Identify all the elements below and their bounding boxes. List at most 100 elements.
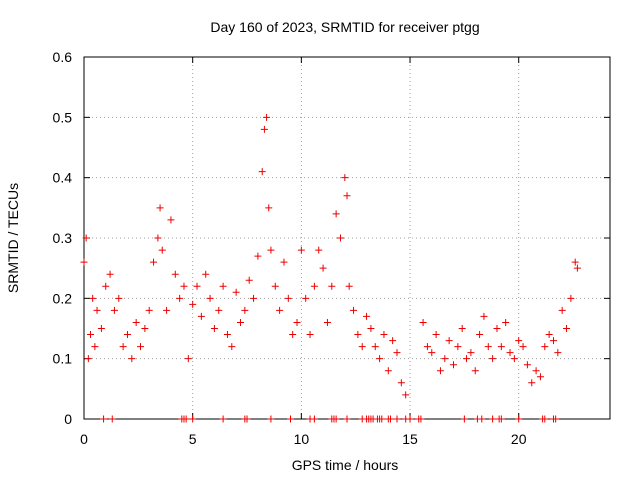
data-point (436, 367, 444, 375)
y-tick-label: 0.6 (53, 49, 73, 65)
y-tick-label: 0 (64, 411, 72, 427)
data-point (197, 312, 205, 320)
data-point (260, 125, 268, 133)
data-point (184, 355, 192, 363)
data-point (541, 343, 549, 351)
zero-data-point (460, 415, 468, 423)
data-point (89, 294, 97, 302)
data-point (97, 325, 105, 332)
data-point (315, 246, 323, 254)
data-point (371, 343, 379, 351)
data-point (345, 282, 353, 290)
zero-data-point (417, 415, 425, 423)
x-tick-label: 15 (402, 431, 418, 447)
y-tick-label: 0.4 (53, 170, 73, 186)
data-point (502, 318, 510, 326)
data-point (150, 258, 158, 266)
data-point (110, 306, 118, 314)
data-point (297, 246, 305, 254)
data-point (128, 355, 136, 363)
data-point (506, 349, 514, 357)
data-point (519, 343, 527, 351)
data-point (480, 312, 488, 320)
data-point (549, 337, 557, 345)
data-point (476, 331, 484, 339)
data-point (106, 270, 114, 278)
data-point (163, 306, 171, 314)
data-point (571, 258, 579, 266)
data-point (132, 318, 140, 326)
x-tick-label: 0 (80, 431, 88, 447)
data-point (193, 282, 201, 290)
data-point (241, 306, 249, 314)
data-point (289, 331, 297, 339)
data-point (463, 355, 471, 363)
grid (84, 57, 610, 419)
data-point (536, 373, 544, 381)
data-point (141, 325, 149, 332)
data-point (119, 343, 127, 351)
data-point (328, 282, 336, 290)
data-point (215, 306, 223, 314)
data-point (102, 282, 110, 290)
data-point (167, 216, 175, 224)
data-point (332, 210, 340, 218)
data-point (441, 355, 449, 363)
data-point (271, 282, 279, 290)
data-point (484, 343, 492, 351)
zero-data-point (393, 415, 401, 423)
y-tick-label: 0.5 (53, 109, 73, 125)
data-point (573, 264, 581, 272)
data-point (82, 234, 90, 242)
data-point (250, 294, 258, 302)
zero-data-point (310, 415, 318, 423)
data-point (154, 234, 162, 242)
y-tick-label: 0.3 (53, 230, 73, 246)
data-point (489, 355, 497, 363)
data-point (284, 294, 292, 302)
data-points (80, 113, 581, 423)
data-point (232, 288, 240, 296)
data-point (87, 331, 95, 339)
chart-title: Day 160 of 2023, SRMTID for receiver ptg… (210, 19, 479, 35)
data-point (445, 337, 453, 345)
data-point (497, 343, 505, 351)
data-point (245, 276, 253, 284)
data-point (532, 367, 540, 375)
data-point (223, 331, 231, 339)
data-point (156, 204, 164, 212)
x-tick-label: 5 (189, 431, 197, 447)
zero-data-point (552, 415, 560, 423)
zero-data-point (541, 415, 549, 423)
y-tick-label: 0.1 (53, 351, 73, 367)
data-point (393, 349, 401, 357)
data-point (450, 361, 458, 369)
data-point (236, 318, 244, 326)
data-point (80, 258, 88, 266)
data-point (384, 367, 392, 375)
data-point (380, 331, 388, 339)
data-point (363, 312, 371, 320)
zero-data-point (515, 415, 523, 423)
zero-data-point (182, 415, 190, 423)
data-point (265, 204, 273, 212)
data-point (137, 343, 145, 351)
data-point (306, 331, 314, 339)
data-point (84, 355, 92, 363)
zero-data-point (378, 415, 386, 423)
data-point (158, 246, 166, 254)
axes (83, 56, 611, 420)
data-point (563, 325, 571, 332)
data-point (210, 325, 218, 332)
data-point (389, 337, 397, 345)
data-point (402, 391, 410, 399)
data-point (319, 264, 327, 272)
data-point (515, 337, 523, 345)
data-point (354, 331, 362, 339)
data-point (202, 270, 210, 278)
data-point (367, 325, 375, 332)
data-point (341, 174, 349, 182)
data-point (376, 355, 384, 363)
x-tick-label: 20 (511, 431, 527, 447)
